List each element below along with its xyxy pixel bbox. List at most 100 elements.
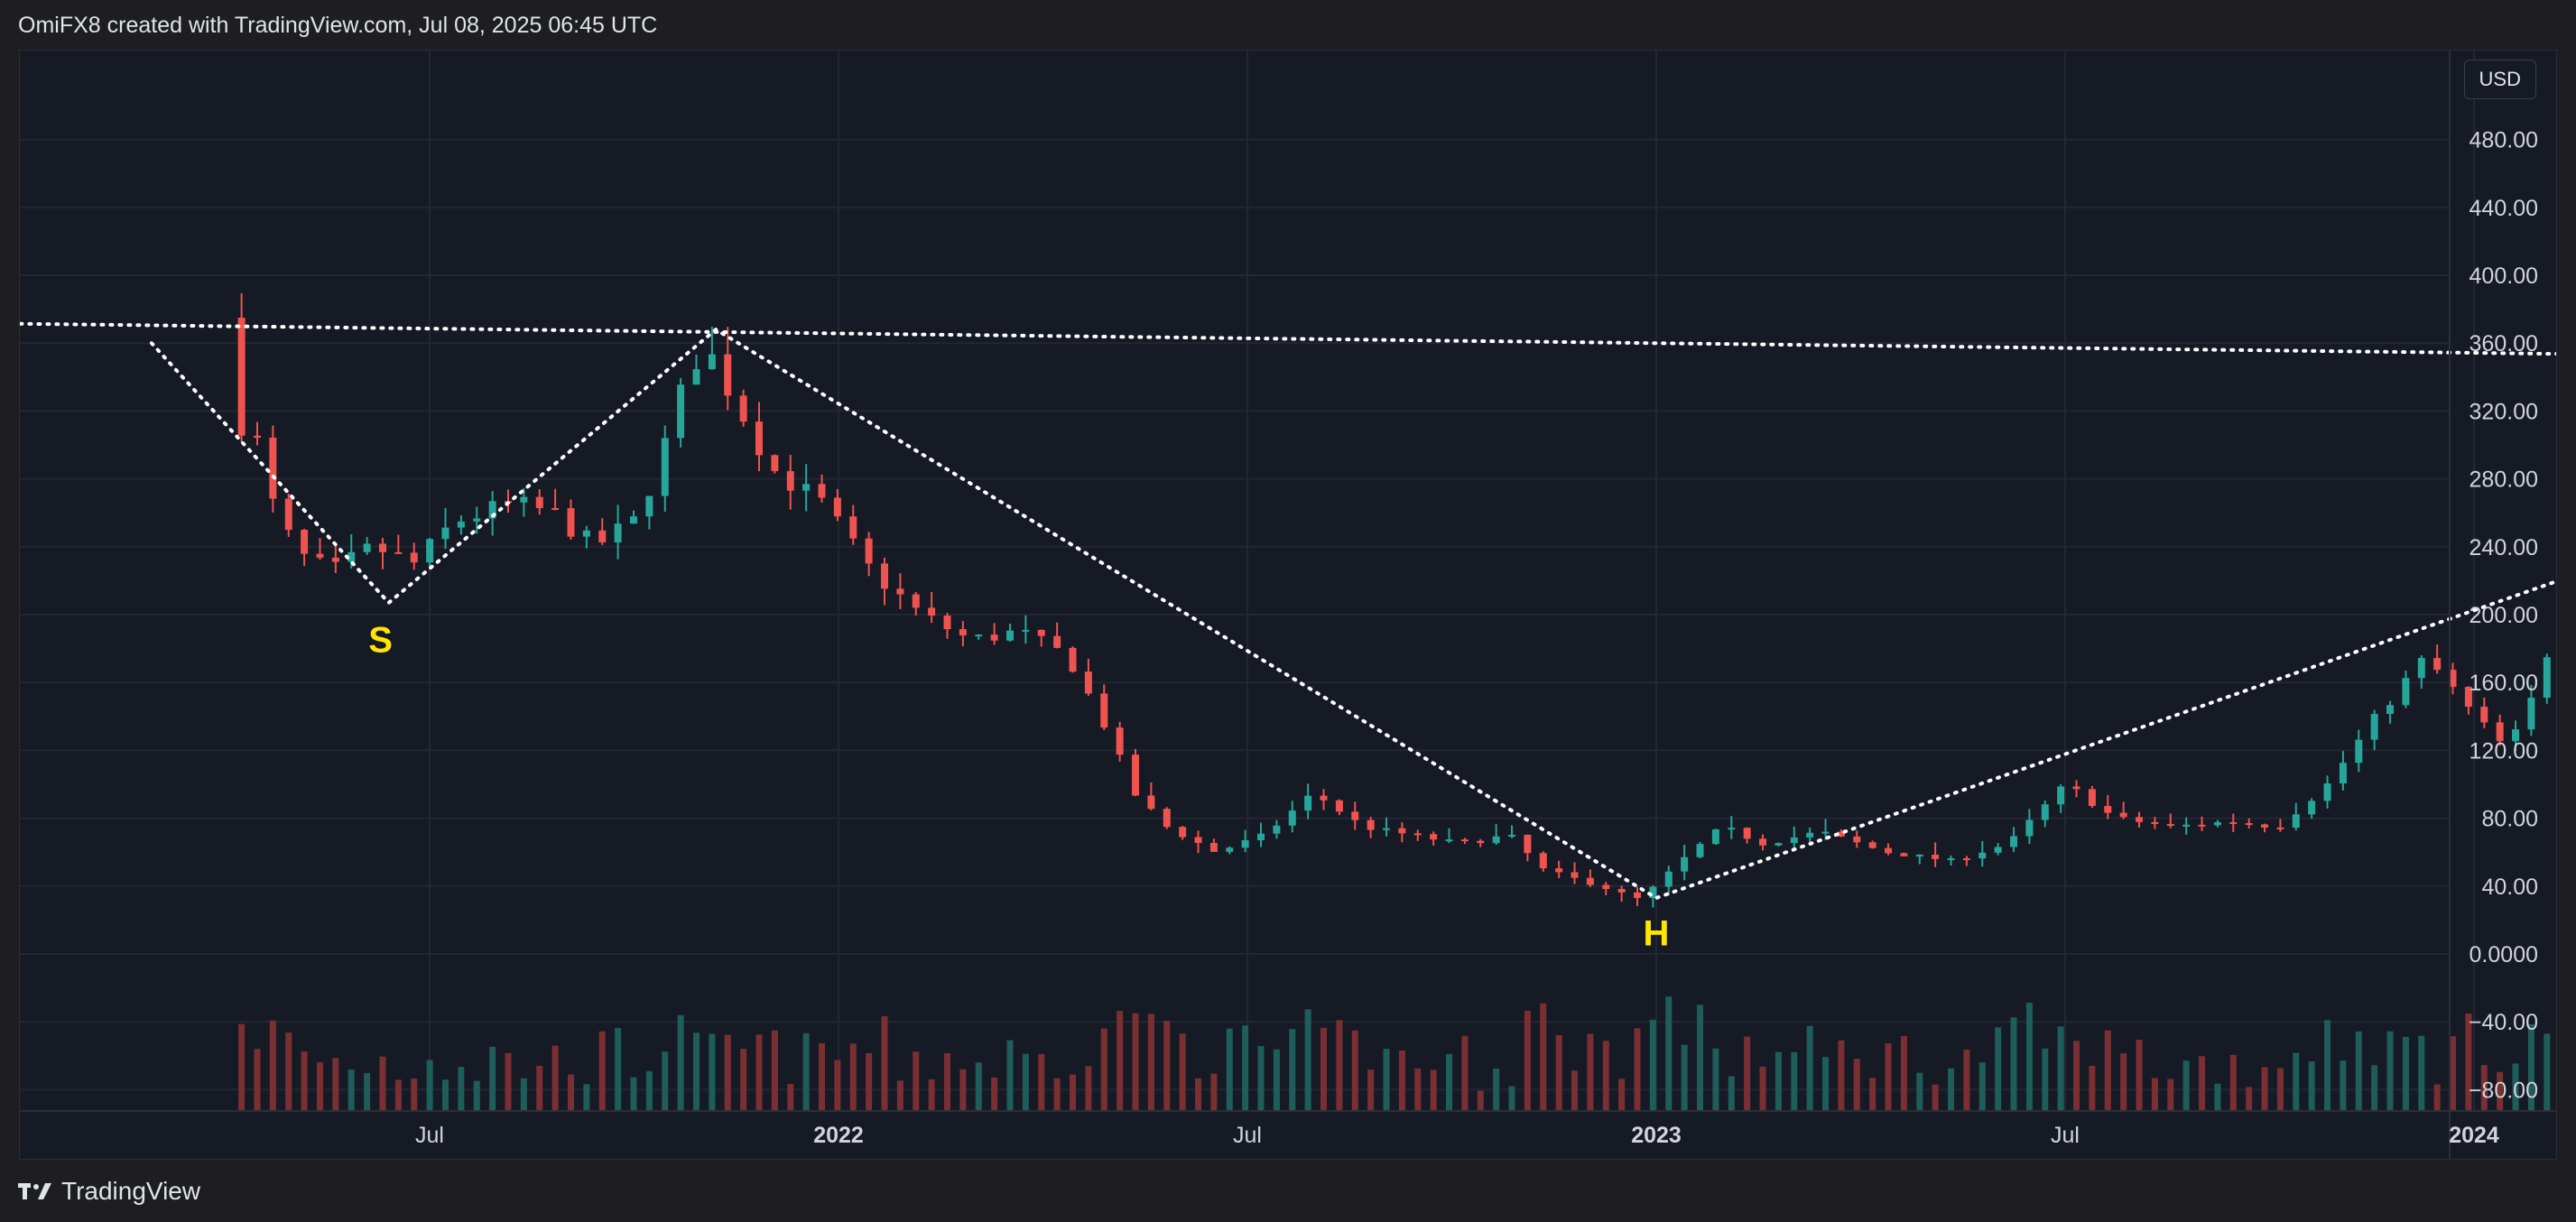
candle-body (2308, 801, 2316, 815)
candle-body (1351, 811, 1359, 820)
candle-body (1367, 819, 1375, 830)
volume-bar (1587, 1033, 1594, 1111)
candle-body (1194, 837, 1202, 844)
volume-bar (473, 1080, 480, 1111)
volume-bar (332, 1058, 339, 1111)
volume-bar (787, 1084, 794, 1111)
volume-bar (1257, 1046, 1265, 1111)
volume-bar (1916, 1072, 1923, 1111)
candle-body (1932, 855, 1940, 859)
volume-bar (819, 1042, 826, 1111)
candle-body (378, 543, 386, 552)
head-and-shoulders-line (149, 327, 2556, 901)
candle-body (959, 629, 967, 636)
volume-bar (2527, 1023, 2534, 1111)
volume-bar (1508, 1086, 1515, 1111)
volume-bar (1070, 1074, 1077, 1111)
volume-bar (1853, 1059, 1860, 1111)
volume-bar (2276, 1068, 2284, 1111)
volume-bar (1461, 1035, 1469, 1111)
volume-bar (2544, 1033, 2551, 1111)
volume-bar (1336, 1020, 1343, 1111)
volume-bar (2293, 1052, 2300, 1111)
candle-body (394, 551, 403, 554)
candle-body (2512, 729, 2520, 742)
volume-bar (2089, 1065, 2096, 1111)
volume-bar (238, 1023, 246, 1111)
volume-bar (426, 1060, 433, 1111)
volume-bar (1963, 1049, 1970, 1111)
y-tick-label: 120.00 (2469, 738, 2538, 764)
chart-panel[interactable]: SHSBreakout 480.00440.00400.00360.00320.… (19, 50, 2557, 1160)
candle-body (473, 518, 481, 522)
candle-body (2261, 824, 2269, 828)
candle-body (1962, 857, 1970, 860)
volume-bar (1900, 1035, 1907, 1111)
volume-bar (928, 1079, 935, 1111)
volume-bar (1885, 1042, 1892, 1111)
volume-bar (2512, 1063, 2519, 1111)
volume-bar (1477, 1090, 1484, 1111)
candle-body (645, 495, 653, 517)
volume-bar (1681, 1044, 1688, 1111)
volume-bar (991, 1077, 998, 1111)
candle-body (2323, 783, 2331, 801)
candle-body (2151, 821, 2159, 825)
volume-bar (441, 1079, 449, 1111)
candle-body (457, 521, 465, 528)
candle-body (441, 527, 449, 540)
candle-body (2136, 817, 2144, 822)
candle-body (1132, 754, 1140, 796)
volume-bar (1634, 1028, 1641, 1111)
candle-body (1978, 852, 1987, 859)
candle-body (1649, 886, 1657, 899)
volume-bar (301, 1051, 308, 1111)
candle-body (849, 516, 857, 539)
volume-bar (411, 1079, 418, 1111)
candle-body (1460, 839, 1469, 842)
volume-bar (1602, 1041, 1609, 1111)
candle-body (1037, 629, 1045, 636)
volume-bar (1540, 1003, 1547, 1111)
volume-bar (1728, 1076, 1735, 1111)
candle-body (1539, 853, 1547, 869)
candle-body (630, 516, 638, 524)
candle-body (708, 354, 716, 370)
volume-bar (316, 1062, 323, 1111)
candle-body (1821, 831, 1830, 834)
candle-body (1837, 831, 1845, 837)
price-chart[interactable]: SHSBreakout 480.00440.00400.00360.00320.… (20, 51, 2556, 1159)
candle-body (661, 438, 669, 496)
currency-selector[interactable]: USD (2463, 60, 2536, 99)
candle-body (1241, 840, 1249, 848)
candle-body (567, 508, 575, 537)
candle-body (582, 530, 590, 537)
candle-body (1853, 836, 1861, 843)
candle-body (1430, 834, 1438, 840)
candle-body (2229, 822, 2238, 825)
volume-bar (347, 1069, 355, 1111)
candle-body (1084, 671, 1092, 694)
candle-body (1571, 872, 1579, 878)
volume-bar (2418, 1035, 2425, 1111)
candle-body (1006, 630, 1015, 641)
volume-bar (2340, 1060, 2347, 1111)
volume-bar (2386, 1031, 2394, 1111)
volume-bar (379, 1056, 386, 1111)
candle-body (2276, 827, 2284, 829)
volume-bar (2261, 1067, 2268, 1111)
volume-bar (1053, 1078, 1061, 1111)
candle-body (269, 437, 277, 499)
y-tick-label: 440.00 (2469, 196, 2538, 221)
volume-bar (269, 1020, 276, 1111)
candle-body (896, 588, 904, 595)
candle-body (1335, 800, 1343, 812)
candle-body (237, 318, 246, 436)
candle-body (1508, 834, 1516, 837)
candle-body (488, 501, 496, 519)
candle-body (1288, 810, 1296, 826)
volume-bar (1210, 1073, 1218, 1111)
candle-body (1053, 635, 1061, 648)
volume-bar (1383, 1049, 1390, 1111)
volume-bar (1132, 1013, 1139, 1111)
